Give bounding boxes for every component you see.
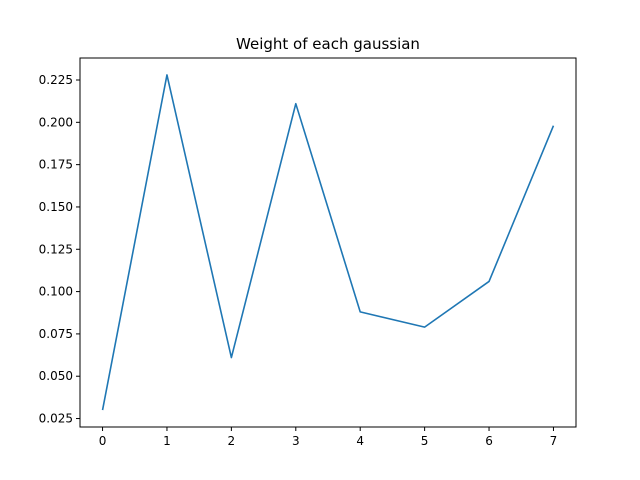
chart-title: Weight of each gaussian (236, 35, 420, 53)
x-tick-label: 0 (99, 434, 107, 448)
y-tick-label: 0.025 (39, 412, 73, 426)
axis-ticks: 0 1 2 3 4 5 6 7 0.025 0.050 0.075 0.100 0.125 0.150 0.… (39, 73, 558, 448)
y-tick-label: 0.050 (39, 369, 73, 383)
x-tick-label: 1 (163, 434, 171, 448)
y-tick-label: 0.100 (39, 285, 73, 299)
x-tick-label: 6 (485, 434, 493, 448)
y-tick-label: 0.125 (39, 242, 73, 256)
x-tick-label: 7 (550, 434, 558, 448)
plot-frame (79, 57, 577, 428)
x-tick-label: 3 (292, 434, 300, 448)
y-tick-label: 0.225 (39, 73, 73, 87)
y-tick-label: 0.200 (39, 115, 73, 129)
x-tick-label: 4 (356, 434, 364, 448)
series-line (101, 74, 555, 411)
y-tick-label: 0.150 (39, 200, 73, 214)
x-tick-label: 2 (228, 434, 236, 448)
y-tick-label: 0.075 (39, 327, 73, 341)
series-group (101, 74, 555, 411)
x-tick-label: 5 (421, 434, 429, 448)
y-tick-label: 0.175 (39, 158, 73, 172)
